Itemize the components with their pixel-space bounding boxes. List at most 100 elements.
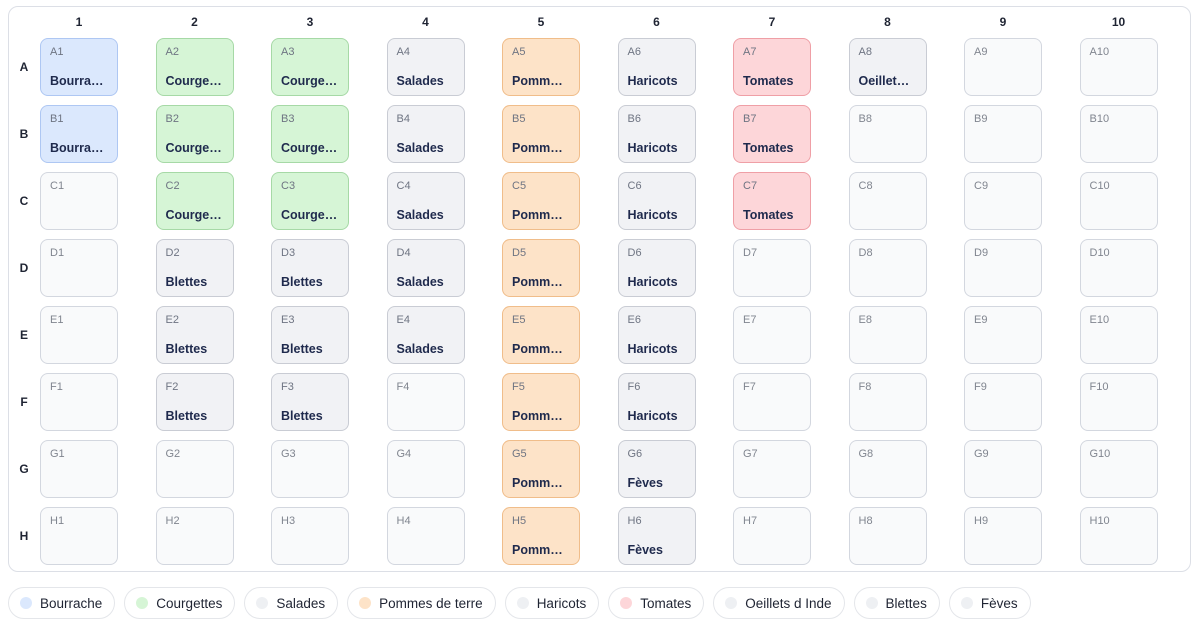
plot-d10[interactable]: D10 — [1079, 239, 1158, 297]
plot-f10[interactable]: F10 — [1079, 373, 1158, 431]
plot-e10[interactable]: E10 — [1079, 306, 1158, 364]
plot-h4[interactable]: H4 — [386, 507, 465, 565]
plot-c2[interactable]: C2 Courge… — [155, 172, 234, 230]
plot-a6[interactable]: A6 Haricots — [617, 38, 696, 96]
plot-c6[interactable]: C6 Haricots — [617, 172, 696, 230]
plot-c4[interactable]: C4 Salades — [386, 172, 465, 230]
legend-chip[interactable]: Pommes de terre — [347, 587, 496, 619]
plot-crop-label: Haricots — [627, 74, 678, 88]
plot-g6[interactable]: G6 Fèves — [617, 440, 696, 498]
plot-d4[interactable]: D4 Salades — [386, 239, 465, 297]
plot-crop-label: Blettes — [281, 409, 323, 423]
plot-b1[interactable]: B1 Bourra… — [40, 105, 118, 163]
legend-chip[interactable]: Salades — [244, 587, 339, 619]
legend-chip[interactable]: Tomates — [608, 587, 705, 619]
plot-h10[interactable]: H10 — [1079, 507, 1158, 565]
plot-g3[interactable]: G3 — [271, 440, 349, 498]
plot-d2[interactable]: D2 Blettes — [155, 239, 234, 297]
legend-chip[interactable]: Bourrache — [8, 587, 116, 619]
plot-b6[interactable]: B6 Haricots — [617, 105, 696, 163]
plot-g10[interactable]: G10 — [1079, 440, 1158, 498]
plot-a3[interactable]: A3 Courge… — [271, 38, 349, 96]
plot-e1[interactable]: E1 — [40, 306, 118, 364]
plot-d7[interactable]: D7 — [733, 239, 811, 297]
plot-c7[interactable]: C7 Tomates — [733, 172, 811, 230]
plot-id: G9 — [974, 448, 989, 460]
plot-c9[interactable]: C9 — [964, 172, 1042, 230]
plot-g1[interactable]: G1 — [40, 440, 118, 498]
plot-g4[interactable]: G4 — [386, 440, 465, 498]
plot-e2[interactable]: E2 Blettes — [155, 306, 234, 364]
plot-e9[interactable]: E9 — [964, 306, 1042, 364]
plot-b2[interactable]: B2 Courge… — [155, 105, 234, 163]
plot-b5[interactable]: B5 Pomm… — [502, 105, 580, 163]
plot-c8[interactable]: C8 — [848, 172, 927, 230]
plot-g8[interactable]: G8 — [848, 440, 927, 498]
legend-chip[interactable]: Fèves — [948, 587, 1031, 619]
plot-c3[interactable]: C3 Courge… — [271, 172, 349, 230]
plot-h1[interactable]: H1 — [40, 507, 118, 565]
plot-d6[interactable]: D6 Haricots — [617, 239, 696, 297]
plot-h3[interactable]: H3 — [271, 507, 349, 565]
plot-e7[interactable]: E7 — [733, 306, 811, 364]
plot-a5[interactable]: A5 Pomm… — [502, 38, 580, 96]
plot-a4[interactable]: A4 Salades — [386, 38, 465, 96]
plot-h2[interactable]: H2 — [155, 507, 234, 565]
legend-chip[interactable]: Oeillets d Inde — [713, 587, 845, 619]
plot-e8[interactable]: E8 — [848, 306, 927, 364]
plot-f6[interactable]: F6 Haricots — [617, 373, 696, 431]
plot-b7[interactable]: B7 Tomates — [733, 105, 811, 163]
plot-d9[interactable]: D9 — [964, 239, 1042, 297]
plot-g2[interactable]: G2 — [155, 440, 234, 498]
plot-id: F3 — [281, 381, 294, 393]
plot-g9[interactable]: G9 — [964, 440, 1042, 498]
plot-h9[interactable]: H9 — [964, 507, 1042, 565]
plot-d8[interactable]: D8 — [848, 239, 927, 297]
plot-a2[interactable]: A2 Courge… — [155, 38, 234, 96]
plot-b8[interactable]: B8 — [848, 105, 927, 163]
plot-a7[interactable]: A7 Tomates — [733, 38, 811, 96]
plot-crop-label: Bourra… — [50, 74, 104, 88]
plot-c10[interactable]: C10 — [1079, 172, 1158, 230]
plot-id: H4 — [396, 515, 411, 527]
plot-e5[interactable]: E5 Pomm… — [502, 306, 580, 364]
plot-g7[interactable]: G7 — [733, 440, 811, 498]
plot-b9[interactable]: B9 — [964, 105, 1042, 163]
plot-h8[interactable]: H8 — [848, 507, 927, 565]
plot-f9[interactable]: F9 — [964, 373, 1042, 431]
plot-e6[interactable]: E6 Haricots — [617, 306, 696, 364]
legend-label: Courgettes — [156, 595, 223, 611]
plot-a8[interactable]: A8 Oeillet… — [848, 38, 927, 96]
legend-chip[interactable]: Haricots — [504, 587, 600, 619]
plot-id: F10 — [1089, 381, 1109, 393]
plot-a9[interactable]: A9 — [964, 38, 1042, 96]
plot-f8[interactable]: F8 — [848, 373, 927, 431]
plot-f4[interactable]: F4 — [386, 373, 465, 431]
plot-h5[interactable]: H5 Pomm… — [502, 507, 580, 565]
plot-f2[interactable]: F2 Blettes — [155, 373, 234, 431]
plot-d3[interactable]: D3 Blettes — [271, 239, 349, 297]
plot-d1[interactable]: D1 — [40, 239, 118, 297]
plot-h6[interactable]: H6 Fèves — [617, 507, 696, 565]
plot-f7[interactable]: F7 — [733, 373, 811, 431]
plot-id: F2 — [165, 381, 179, 393]
plot-crop-label: Haricots — [627, 208, 678, 222]
plot-crop-label: Tomates — [743, 208, 794, 222]
plot-c5[interactable]: C5 Pomm… — [502, 172, 580, 230]
plot-c1[interactable]: C1 — [40, 172, 118, 230]
plot-h7[interactable]: H7 — [733, 507, 811, 565]
plot-b3[interactable]: B3 Courge… — [271, 105, 349, 163]
plot-e3[interactable]: E3 Blettes — [271, 306, 349, 364]
plot-f1[interactable]: F1 — [40, 373, 118, 431]
plot-f5[interactable]: F5 Pomm… — [502, 373, 580, 431]
plot-d5[interactable]: D5 Pomm… — [502, 239, 580, 297]
legend-chip[interactable]: Blettes — [853, 587, 940, 619]
plot-b10[interactable]: B10 — [1079, 105, 1158, 163]
plot-e4[interactable]: E4 Salades — [386, 306, 465, 364]
legend-chip[interactable]: Courgettes — [124, 587, 236, 619]
plot-b4[interactable]: B4 Salades — [386, 105, 465, 163]
plot-a1[interactable]: A1 Bourra… — [40, 38, 118, 96]
plot-f3[interactable]: F3 Blettes — [271, 373, 349, 431]
plot-g5[interactable]: G5 Pomm… — [502, 440, 580, 498]
plot-a10[interactable]: A10 — [1079, 38, 1158, 96]
